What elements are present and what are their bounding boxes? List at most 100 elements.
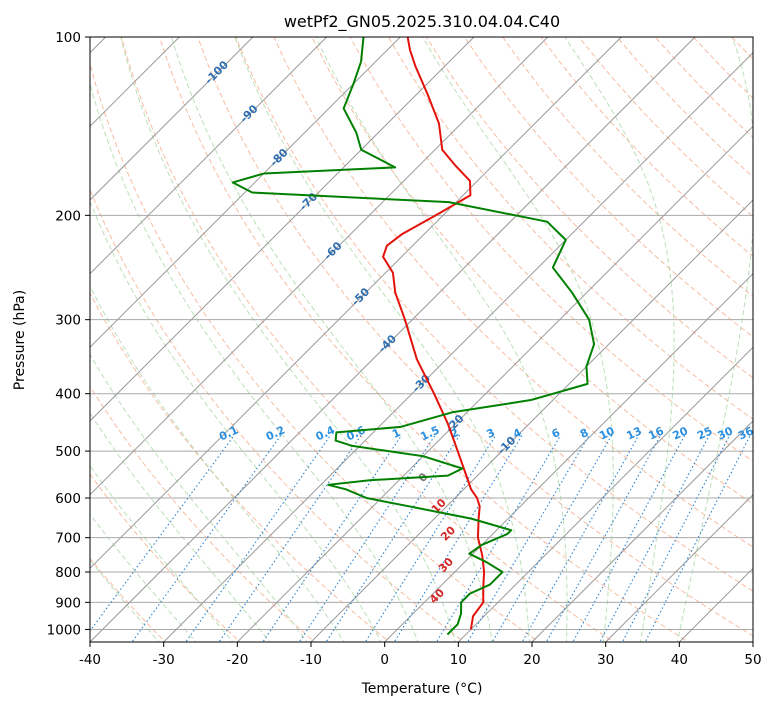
isotherm <box>310 199 753 642</box>
mixing-ratio-line <box>185 434 332 642</box>
dry-adiabat <box>273 37 753 548</box>
x-axis: -40 -30 -20 -10 0 10 20 30 40 50 <box>79 642 762 668</box>
mixing-ratio-label: 25 <box>695 424 714 442</box>
isotherm <box>90 37 401 349</box>
mixing-ratio-lines <box>90 434 751 642</box>
mixing-ratio-label: 0.1 <box>217 423 240 443</box>
theta-e-label: 20 <box>438 523 458 543</box>
isotherm <box>678 567 753 642</box>
profile-lines <box>231 37 596 636</box>
mixing-ratio-line <box>491 434 613 642</box>
y-axis: 1000 900 800 700 600 500 400 300 200 100 <box>47 30 90 638</box>
dry-adiabat <box>349 37 753 462</box>
mixing-ratio-line <box>298 434 436 642</box>
x-tick-label: 0 <box>380 652 389 668</box>
mixing-ratio-line <box>262 434 403 642</box>
dry-adiabat <box>692 37 753 99</box>
mixing-ratio-label: 16 <box>646 424 666 442</box>
dry-adiabat <box>770 37 775 644</box>
dry-adiabat <box>502 37 753 298</box>
moist-adiabat <box>422 37 614 642</box>
dry-adiabat <box>311 37 753 505</box>
dry-adiabat <box>235 37 753 592</box>
dry-adiabat <box>387 37 753 420</box>
x-tick-label: -20 <box>226 652 248 668</box>
x-tick-label: 50 <box>744 652 761 668</box>
isotherm <box>90 37 549 496</box>
moist-adiabat <box>90 200 382 642</box>
x-tick-label: 30 <box>597 652 614 668</box>
isotherm <box>163 51 753 642</box>
mixing-ratio-line <box>393 434 523 642</box>
moist-adiabat <box>90 285 345 642</box>
plot-area: -100-90-80-70-60-50-40-30-20-10 0.1 0.2 0.… <box>90 37 775 644</box>
mixing-ratio-label: 0.2 <box>264 423 287 443</box>
isotherm <box>90 37 254 201</box>
mixing-ratio-label: 1.5 <box>418 423 441 443</box>
y-tick-label: 1000 <box>47 622 81 638</box>
mixing-ratio-line <box>364 434 497 642</box>
y-tick-label: 500 <box>55 444 81 460</box>
y-tick-label: 800 <box>55 565 81 581</box>
moist-adiabat <box>90 464 234 642</box>
x-axis-label: Temperature (°C) <box>361 681 483 697</box>
theta-e-label: 40 <box>427 586 447 606</box>
x-tick-label: 40 <box>671 652 688 668</box>
isotherm <box>236 125 753 642</box>
dry-adiabat <box>654 37 753 139</box>
mixing-ratio-label: 6 <box>550 426 563 441</box>
mixing-ratio-label: 36 <box>736 424 756 442</box>
dry-adiabat <box>90 385 316 642</box>
mixing-ratio-label: 30 <box>716 424 736 442</box>
mixing-ratio-label: 20 <box>671 424 691 442</box>
dewpoint-profile <box>231 37 596 636</box>
dry-adiabat <box>464 37 753 338</box>
y-tick-label: 100 <box>55 30 81 46</box>
mixing-ratio-line <box>572 434 686 642</box>
mixing-ratio-line <box>621 434 731 642</box>
mixing-ratio-line <box>521 434 640 642</box>
mixing-ratio-line <box>90 434 235 632</box>
mixing-ratio-label: 13 <box>624 424 643 442</box>
chart-title: wetPf2_GN05.2025.310.04.04.C40 <box>284 12 560 32</box>
temperature-profile <box>382 37 486 630</box>
isobar-grid <box>90 37 753 630</box>
mixing-ratio-label: 10 <box>597 424 617 442</box>
isotherm-grid <box>90 37 753 642</box>
isotherm <box>90 37 696 642</box>
mixing-ratio-line <box>599 434 710 642</box>
y-tick-label: 400 <box>55 387 81 403</box>
mixing-ratio-line <box>644 434 751 642</box>
dry-adiabat <box>197 37 753 637</box>
isotherm <box>90 37 328 275</box>
dry-adiabat <box>425 37 753 379</box>
y-tick-label: 200 <box>55 208 81 224</box>
y-tick-label: 300 <box>55 313 81 329</box>
isotherm <box>90 37 622 570</box>
x-tick-label: 20 <box>523 652 540 668</box>
dry-adiabat <box>90 62 540 642</box>
y-tick-label: 700 <box>55 531 81 547</box>
y-axis-label: Pressure (hPa) <box>12 290 28 390</box>
x-tick-label: -10 <box>300 652 322 668</box>
mixing-ratio-label: 0.4 <box>314 423 337 443</box>
x-tick-label: -30 <box>153 652 175 668</box>
isotherm-labels: -100-90-80-70-60-50-40-30-20-10 <box>202 58 518 457</box>
isotherm <box>752 641 753 642</box>
x-tick-label: -40 <box>79 652 101 668</box>
mixing-ratio-line <box>325 434 461 642</box>
isotherm <box>384 272 753 642</box>
mixing-ratio-line <box>466 434 590 642</box>
dry-adiabat <box>90 292 391 642</box>
mixing-ratio-line <box>435 434 562 642</box>
moist-adiabat <box>90 81 419 642</box>
plot-frame <box>89 36 754 643</box>
mixing-ratio-line <box>131 434 282 642</box>
isotherm <box>90 37 475 422</box>
dry-adiabat <box>90 473 241 642</box>
y-tick-label: 600 <box>55 491 81 507</box>
y-tick-label: 900 <box>55 595 81 611</box>
isotherm <box>457 346 753 642</box>
mixing-ratio-label: 0.6 <box>344 423 367 443</box>
isotherm <box>605 493 753 642</box>
